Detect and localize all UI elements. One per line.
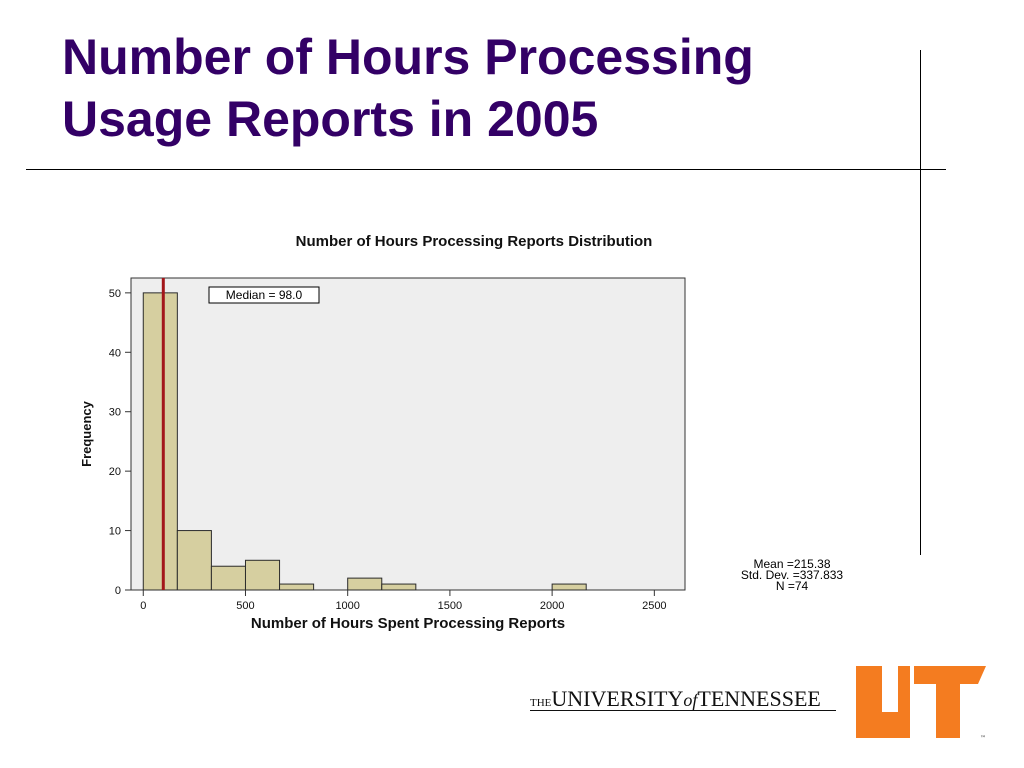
histogram-bar-8 (551, 583, 587, 591)
histogram-bar-3 (210, 565, 246, 591)
chart-title: Number of Hours Processing Reports Distr… (296, 233, 653, 250)
slide-title-line-1: Number of Hours Processing (62, 29, 754, 85)
histogram-bar-5 (279, 583, 315, 591)
histogram-bar-6 (347, 577, 383, 591)
stat-std-dev: Std. Dev. =337.833 (740, 568, 844, 582)
x-axis-label: Number of Hours Spent Processing Reports (251, 615, 565, 632)
y-tick-label: 30 (109, 407, 121, 419)
summary-statistics: Mean =215.38 Std. Dev. =337.833 N =74 (712, 557, 872, 593)
university-wordmark: THEUNIVERSITYofTENNESSEE (530, 686, 821, 712)
ut-logo-u-shape (856, 666, 910, 738)
ut-logo-icon: ™ (856, 666, 986, 742)
ut-logo-t-shape (914, 666, 986, 738)
wordmark-university: UNIVERSITY (551, 686, 684, 711)
wordmark-of: of (683, 690, 698, 710)
stat-n: N =74 (775, 579, 809, 593)
stat-mean: Mean =215.38 (753, 557, 831, 571)
x-tick-label: 2000 (540, 600, 564, 612)
median-label: Median = 98.0 (208, 286, 320, 304)
y-tick-label: 0 (115, 585, 121, 597)
y-tick-label: 10 (109, 526, 121, 538)
x-tick-label: 1500 (438, 600, 462, 612)
y-axis-label: Frequency (79, 400, 94, 467)
x-tick-label: 500 (236, 600, 254, 612)
histogram-bars (142, 292, 587, 591)
x-tick-label: 2500 (642, 600, 666, 612)
slide-title: Number of Hours Processing Usage Reports… (62, 26, 754, 150)
histogram-bar-7 (381, 583, 417, 591)
y-tick-label: 20 (109, 466, 121, 478)
y-tick-label: 40 (109, 347, 121, 359)
ut-logo-trademark: ™ (980, 735, 986, 742)
histogram-bar-1 (142, 292, 178, 591)
wordmark-tennessee: TENNESSEE (697, 686, 821, 711)
y-tick-label: 50 (109, 288, 121, 300)
x-tick-label: 0 (140, 600, 146, 612)
histogram-bar-2 (176, 530, 212, 591)
x-axis: 0 500 1000 1500 2000 2500 (140, 590, 667, 612)
plot-area (130, 277, 686, 591)
y-axis: 0 10 20 30 40 50 (109, 288, 131, 597)
histogram-bar-4 (244, 559, 281, 591)
vertical-divider (920, 50, 921, 555)
x-tick-label: 1000 (335, 600, 359, 612)
slide-title-line-2: Usage Reports in 2005 (62, 91, 599, 147)
wordmark-the: THE (530, 697, 552, 709)
wordmark-underline (530, 710, 836, 711)
median-label-text: Median = 98.0 (226, 288, 303, 302)
horizontal-divider (26, 169, 946, 170)
median-label-box (208, 286, 320, 304)
